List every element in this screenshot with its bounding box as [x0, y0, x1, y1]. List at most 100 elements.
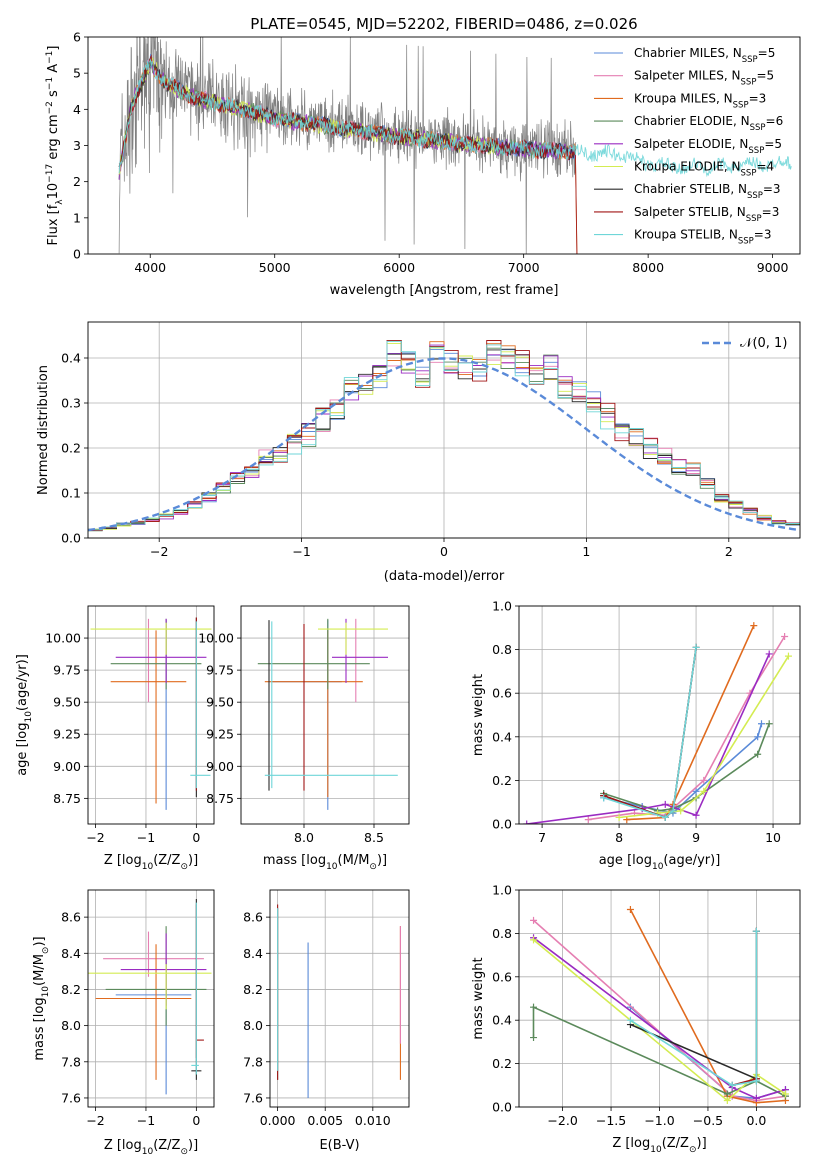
x-tick-label: −1	[137, 830, 155, 845]
legend-sub: SSP	[733, 100, 749, 110]
data-point-marker	[758, 720, 766, 728]
data-point-marker	[600, 794, 608, 802]
label-part: )]	[32, 936, 47, 946]
y-tick-label: 9.25	[206, 727, 234, 742]
label-part: (age/yr)]	[663, 853, 720, 868]
legend-count: =6	[766, 114, 784, 128]
x-tick-label: −1.5	[596, 1113, 626, 1128]
y-tick-label: 6	[73, 30, 81, 45]
label-part: A	[46, 64, 61, 77]
label-part: 10	[652, 862, 664, 872]
data-point-marker	[728, 1081, 736, 1089]
label-part: )]	[377, 853, 387, 868]
y-tick-label: 0.4	[61, 351, 81, 366]
data-point-marker	[530, 1034, 538, 1042]
y-tick-label: 0.6	[492, 969, 512, 984]
data-point-marker	[677, 807, 685, 815]
data-point-marker	[700, 787, 708, 795]
data-point-marker	[626, 1016, 634, 1024]
x-tick-label: −2	[150, 544, 168, 559]
axes-frame	[87, 36, 801, 255]
y-tick-label: 9.00	[206, 759, 234, 774]
legend-entry: Salpeter ELODIE, NSSP=5	[634, 137, 782, 156]
plot-area-age-vs-mass	[257, 618, 398, 810]
x-axis-label: wavelength [Angstrom, rest frame]	[330, 283, 559, 298]
label-part: ]	[46, 46, 61, 51]
legend-count: =3	[762, 205, 780, 219]
data-point-marker	[692, 643, 700, 651]
y-tick-label: 0.4	[492, 1013, 512, 1028]
x-tick-label: 8.5	[364, 830, 384, 845]
mass-weight-line	[626, 625, 755, 821]
legend-count: =3	[754, 228, 772, 242]
x-tick-label: 0	[192, 830, 200, 845]
label-part: ⊙	[689, 1145, 697, 1155]
y-axis-label: Flux [fλ10−17 erg cm−2 s−1 A−1]	[45, 46, 65, 246]
y-tick-label: 0.0	[492, 817, 512, 832]
label-part: mass [log	[263, 853, 326, 868]
axes-massweight-vs-age: 7 8 9 10 0.0 0.2 0.4 0.6 0.8 1.0 mass weight age [l…	[471, 599, 801, 872]
y-tick-label: 8.75	[206, 791, 234, 806]
data-point-marker	[626, 906, 634, 914]
data-point-marker	[661, 813, 669, 821]
data-point-marker	[784, 652, 792, 660]
plot-area-spectrum	[118, 37, 792, 254]
y-tick-label: 9.75	[206, 663, 234, 678]
x-tick-label: 6000	[383, 260, 415, 275]
x-tick-label: −1.0	[644, 1113, 674, 1128]
axes-spectrum: 4000 5000 6000 7000 8000 9000 0 1 2 3 4 5 6 PLATE=054…	[45, 15, 801, 298]
mass-weight-line	[603, 647, 697, 819]
label-part: age [log	[599, 853, 652, 868]
grid-mass-vs-EBV	[270, 890, 409, 1107]
legend-name: Salpeter ELODIE, N	[634, 137, 748, 151]
label-part: 10	[41, 986, 51, 998]
y-tick-label: 0	[73, 247, 81, 262]
y-tick-label: 8.4	[61, 946, 81, 961]
data-point-marker	[781, 633, 789, 641]
axes-mass-vs-EBV: 0.000 0.005 0.010 7.6 7.8 8.0 8.2 8.4 8.6 E(B-V)	[243, 889, 410, 1153]
label-part: (Z/Z	[153, 853, 180, 868]
x-tick-label: −1	[137, 1113, 155, 1128]
label-part: (M/M	[338, 853, 370, 868]
x-axis-label: E(B-V)	[319, 1138, 359, 1153]
legend-name: Salpeter MILES, N	[634, 69, 741, 83]
label-part: )]	[188, 853, 198, 868]
legend-sub: SSP	[746, 214, 762, 224]
label-part: Z [log	[104, 853, 142, 868]
x-tick-label: 7000	[508, 260, 540, 275]
data-point-marker	[661, 800, 669, 808]
legend-count: =5	[756, 69, 774, 83]
y-tick-label: 0.8	[492, 926, 512, 941]
y-tick-label: 9.00	[53, 759, 81, 774]
legend-name: Chabrier STELIB, N	[634, 182, 747, 196]
mass-weight-line	[603, 647, 697, 819]
label-part: −1	[45, 77, 55, 90]
y-tick-label: 1.0	[492, 599, 512, 614]
axes-massweight-vs-Z: −2.0 −1.5 −1.0 −0.5 0.0 0.0 0.2 0.4 0.6 0.8 1.0 mas…	[471, 883, 801, 1155]
mass-weight-line	[630, 931, 758, 1081]
y-tick-label: 5	[73, 66, 81, 81]
label-part: ⊙	[180, 862, 188, 872]
legend-name: Salpeter STELIB, N	[634, 205, 746, 219]
legend-entry: Chabrier MILES, NSSP=5	[634, 46, 775, 65]
legend-sub: SSP	[748, 146, 764, 156]
legend-sub: SSP	[741, 78, 757, 88]
y-tick-label: 7.8	[61, 1054, 81, 1069]
x-tick-label: −0.5	[693, 1113, 723, 1128]
y-tick-label: 1	[73, 210, 81, 225]
y-tick-label: 2	[73, 174, 81, 189]
x-tick-label: −2	[86, 830, 104, 845]
legend-name: Chabrier ELODIE, N	[634, 114, 750, 128]
legend-name: Kroupa STELIB, N	[634, 228, 738, 242]
mass-weight-line	[603, 647, 697, 819]
axes-frame	[240, 605, 410, 825]
label-part: 10	[142, 1147, 154, 1157]
model-spectrum-line	[118, 58, 792, 178]
x-axis-label: Z [log10(Z/Z⊙)]	[104, 1138, 198, 1157]
label-part: ⊙	[180, 1147, 188, 1157]
data-point-marker	[723, 1090, 731, 1098]
y-tick-label: 9.50	[53, 695, 81, 710]
